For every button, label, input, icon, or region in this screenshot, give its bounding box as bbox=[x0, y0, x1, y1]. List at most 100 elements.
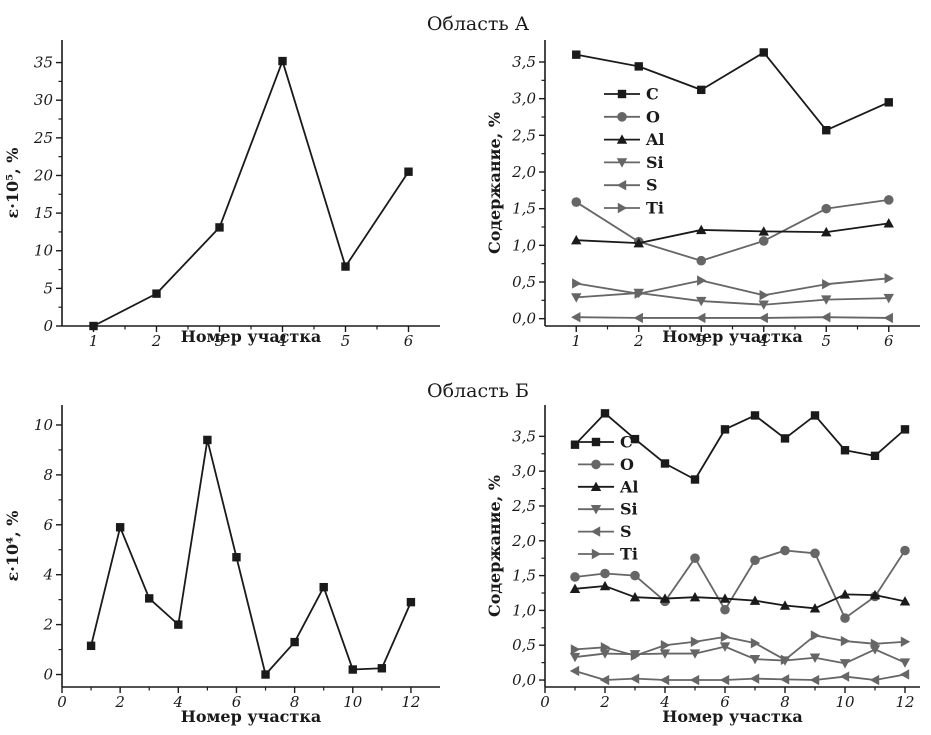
series-S bbox=[571, 312, 893, 324]
x-tick-label: 5 bbox=[821, 332, 831, 350]
data-point bbox=[780, 434, 790, 443]
series-line-C bbox=[574, 412, 906, 481]
data-point bbox=[571, 235, 582, 245]
data-point bbox=[86, 641, 96, 651]
x-axis-label: Номер участка bbox=[181, 707, 322, 726]
legend-marker bbox=[591, 548, 602, 560]
data-point bbox=[900, 636, 911, 647]
data-point bbox=[809, 603, 821, 613]
series-Si bbox=[569, 642, 911, 669]
legend-label: C bbox=[620, 433, 633, 452]
data-point bbox=[758, 312, 768, 324]
chart-b_content: 0 2 4 6 8 10 12 0,0 0,5 1,0 1,5 2,0 2,5 3,0 3,5 Номер у… bbox=[485, 405, 920, 726]
data-point bbox=[758, 300, 769, 310]
x-tick-label: 12 bbox=[401, 693, 420, 711]
data-point bbox=[690, 475, 700, 484]
data-point bbox=[570, 644, 581, 655]
legend-label: S bbox=[620, 522, 632, 541]
x-tick-label: 10 bbox=[343, 693, 363, 711]
y-tick-label: 0,5 bbox=[512, 636, 536, 654]
data-point bbox=[689, 591, 701, 602]
data-point bbox=[719, 642, 731, 652]
data-point bbox=[696, 255, 707, 266]
series-C bbox=[572, 48, 893, 135]
x-tick-label: 3 bbox=[215, 332, 225, 350]
x-tick-label: 0 bbox=[57, 693, 67, 711]
data-point bbox=[689, 649, 701, 659]
data-point bbox=[278, 56, 287, 66]
y-axis-label: Содержание, % bbox=[485, 112, 504, 254]
series-line-Si bbox=[574, 645, 906, 665]
series-Si bbox=[571, 288, 894, 310]
series-C bbox=[570, 409, 910, 484]
data-point bbox=[115, 523, 125, 532]
y-tick-label: 3,5 bbox=[512, 53, 536, 71]
y-tick-label: 5 bbox=[43, 279, 53, 297]
x-tick-label: 8 bbox=[290, 693, 300, 711]
y-tick-label: 0 bbox=[43, 666, 53, 684]
legend-label: C bbox=[646, 85, 659, 104]
x-tick-label: 1 bbox=[571, 332, 581, 350]
legend-label: O bbox=[620, 455, 634, 474]
y-axis-label: ε·10⁵, % bbox=[3, 148, 22, 219]
data-point bbox=[569, 583, 581, 594]
y-tick-label: 0,0 bbox=[512, 671, 536, 689]
y-tick-label: 0,0 bbox=[512, 310, 536, 328]
x-tick-label: 6 bbox=[720, 693, 730, 711]
y-tick-label: 6 bbox=[43, 516, 53, 534]
y-tick-label: 1,0 bbox=[512, 236, 536, 254]
data-point bbox=[600, 568, 610, 579]
series-Al bbox=[569, 580, 911, 613]
data-point bbox=[720, 631, 731, 643]
data-point bbox=[870, 638, 881, 650]
y-tick-label: 2,5 bbox=[511, 497, 536, 515]
section-title: Область Б bbox=[427, 380, 529, 402]
series-line-S bbox=[576, 316, 889, 319]
legend: CO Al Si S Ti bbox=[578, 433, 639, 564]
legend-marker bbox=[617, 202, 628, 214]
data-point bbox=[633, 312, 643, 324]
legend-marker bbox=[591, 437, 601, 447]
x-tick-label: 3 bbox=[696, 332, 706, 350]
series-strain bbox=[89, 56, 413, 331]
data-point bbox=[203, 435, 212, 445]
x-tick-label: 2 bbox=[633, 332, 644, 350]
y-tick-label: 15 bbox=[34, 204, 53, 222]
y-tick-label: 1,0 bbox=[512, 601, 536, 619]
y-tick-label: 2 bbox=[42, 616, 53, 634]
legend-label: O bbox=[646, 107, 660, 126]
data-point bbox=[759, 290, 769, 301]
data-point bbox=[750, 411, 760, 420]
y-tick-label: 0,5 bbox=[512, 273, 536, 291]
data-point bbox=[821, 312, 831, 323]
x-tick-label: 5 bbox=[341, 332, 351, 350]
data-point bbox=[758, 236, 769, 246]
y-tick-label: 3,0 bbox=[512, 90, 536, 108]
data-point bbox=[899, 669, 910, 680]
data-point bbox=[690, 553, 700, 563]
data-point bbox=[821, 295, 832, 305]
data-point bbox=[659, 674, 670, 686]
legend-label: Si bbox=[646, 153, 664, 172]
legend-marker bbox=[591, 459, 601, 470]
data-point bbox=[697, 275, 707, 286]
legend-marker bbox=[616, 158, 628, 168]
data-point bbox=[570, 572, 580, 582]
data-point bbox=[780, 654, 791, 666]
x-tick-label: 6 bbox=[884, 332, 894, 350]
legend-label: S bbox=[646, 176, 658, 195]
data-point bbox=[659, 649, 671, 659]
legend-marker bbox=[616, 180, 627, 191]
data-point bbox=[152, 289, 161, 298]
data-point bbox=[869, 589, 881, 600]
data-point bbox=[690, 636, 701, 647]
y-tick-label: 25 bbox=[33, 129, 53, 147]
data-point bbox=[780, 545, 790, 556]
data-point bbox=[900, 425, 910, 434]
legend-label: Al bbox=[645, 130, 665, 149]
series-Ti bbox=[572, 273, 894, 301]
data-point bbox=[810, 411, 820, 420]
legend-label: Al bbox=[619, 477, 639, 496]
y-axis-label: Содержание, % bbox=[485, 475, 504, 617]
data-point bbox=[749, 673, 760, 684]
